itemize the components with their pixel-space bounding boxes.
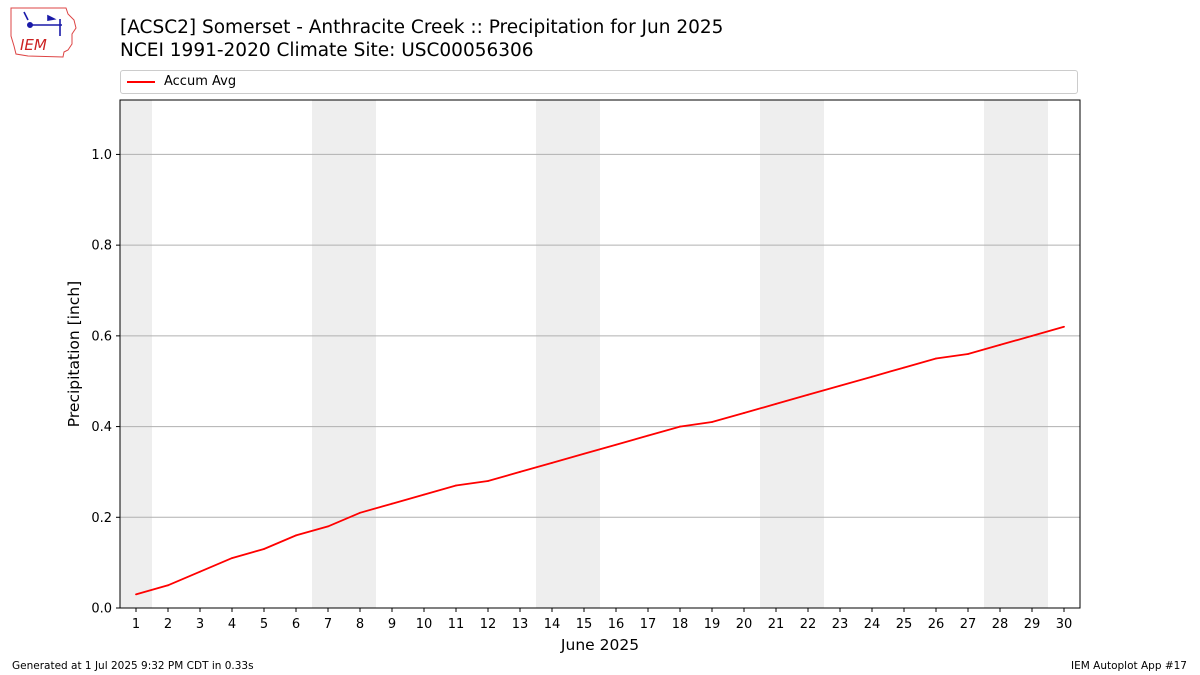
plot-frame xyxy=(119,99,1081,609)
x-tick-label: 17 xyxy=(640,617,657,632)
chart-title: [ACSC2] Somerset - Anthracite Creek :: P… xyxy=(120,17,724,38)
legend: Accum Avg xyxy=(120,70,1078,94)
x-axis-label: June 2025 xyxy=(560,636,639,654)
x-tick-label: 19 xyxy=(704,617,721,632)
y-tick-label: 0.0 xyxy=(91,602,112,617)
data-point xyxy=(391,502,393,505)
weekend-band xyxy=(536,100,600,608)
data-point xyxy=(903,366,905,369)
weekend-band xyxy=(312,100,376,608)
weather-station-icon xyxy=(23,11,62,36)
data-point xyxy=(1031,334,1033,337)
y-tick-label: 0.4 xyxy=(91,420,112,435)
data-point xyxy=(999,344,1001,346)
x-tick-label: 9 xyxy=(388,617,396,632)
x-tick-label: 26 xyxy=(928,617,945,632)
data-point xyxy=(455,484,457,487)
x-tick-label: 30 xyxy=(1056,617,1073,632)
x-tick-label: 4 xyxy=(228,617,236,632)
x-tick-label: 29 xyxy=(1024,617,1041,632)
data-point xyxy=(359,511,361,514)
data-point xyxy=(135,593,137,596)
x-tick-label: 25 xyxy=(896,617,913,632)
x-tick-label: 8 xyxy=(356,617,364,632)
data-point xyxy=(551,461,553,464)
data-point xyxy=(807,393,809,396)
data-point xyxy=(167,584,169,587)
weekend-band xyxy=(984,100,1048,608)
x-tick-label: 11 xyxy=(448,617,465,632)
x-tick-label: 24 xyxy=(864,617,881,632)
data-point xyxy=(519,471,521,473)
series-line-accum-avg xyxy=(135,325,1065,596)
data-point xyxy=(487,480,489,482)
chart-subtitle: NCEI 1991-2020 Climate Site: USC00056306 xyxy=(120,40,534,61)
x-tick-label: 15 xyxy=(576,617,593,632)
x-tick-label: 1 xyxy=(132,617,140,632)
x-tick-label: 2 xyxy=(164,617,172,632)
y-tick-label: 1.0 xyxy=(91,148,112,163)
data-point xyxy=(743,412,745,414)
weekend-band xyxy=(120,100,152,608)
legend-label-accum-avg: Accum Avg xyxy=(164,74,237,89)
data-point xyxy=(647,434,649,437)
iowa-outline-icon xyxy=(10,7,77,58)
data-point xyxy=(679,425,681,428)
logo-text: IEM xyxy=(20,36,47,54)
y-tick-label: 0.8 xyxy=(91,239,112,254)
data-point xyxy=(775,402,777,405)
data-point xyxy=(615,443,617,446)
x-tick-label: 20 xyxy=(736,617,753,632)
x-tick-label: 5 xyxy=(260,617,268,632)
data-point xyxy=(871,375,873,378)
data-point xyxy=(263,548,265,550)
y-tick-label: 0.6 xyxy=(91,329,112,344)
x-tick-label: 27 xyxy=(960,617,977,632)
x-tick-label: 7 xyxy=(324,617,332,632)
data-point xyxy=(711,421,713,423)
data-point xyxy=(967,353,969,355)
x-tick-label: 13 xyxy=(512,617,529,632)
data-point xyxy=(1063,325,1065,328)
y-axis-label: Precipitation [inch] xyxy=(65,281,83,427)
x-tick-label: 18 xyxy=(672,617,689,632)
data-point xyxy=(327,525,329,528)
x-tick-label: 6 xyxy=(292,617,300,632)
y-tick-label: 0.2 xyxy=(91,511,112,526)
x-tick-label: 14 xyxy=(544,617,561,632)
x-tick-label: 23 xyxy=(832,617,849,632)
x-tick-label: 12 xyxy=(480,617,497,632)
x-tick-label: 3 xyxy=(196,617,204,632)
iem-logo: IEM xyxy=(10,7,77,58)
generated-timestamp: Generated at 1 Jul 2025 9:32 PM CDT in 0… xyxy=(12,660,254,672)
data-point xyxy=(231,557,233,560)
data-point xyxy=(199,570,201,573)
data-point xyxy=(583,452,585,455)
x-tick-label: 28 xyxy=(992,617,1009,632)
app-label: IEM Autoplot App #17 xyxy=(1071,660,1187,672)
x-tick-label: 21 xyxy=(768,617,785,632)
data-point xyxy=(839,384,841,387)
legend-swatch-accum-avg xyxy=(127,81,155,83)
weekend-band xyxy=(760,100,824,608)
x-tick-label: 10 xyxy=(416,617,433,632)
x-tick-label: 16 xyxy=(608,617,625,632)
x-tick-label: 22 xyxy=(800,617,817,632)
data-point xyxy=(423,493,425,496)
data-point xyxy=(935,357,937,360)
data-point xyxy=(295,534,297,537)
